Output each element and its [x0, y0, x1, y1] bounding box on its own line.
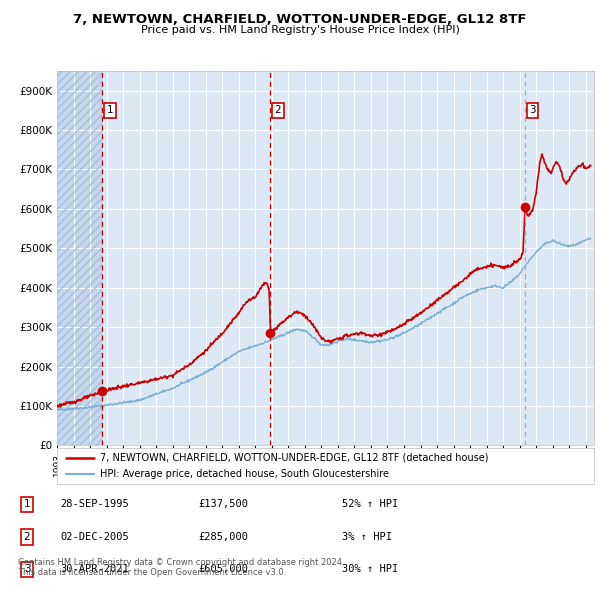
Text: 7, NEWTOWN, CHARFIELD, WOTTON-UNDER-EDGE, GL12 8TF: 7, NEWTOWN, CHARFIELD, WOTTON-UNDER-EDGE…	[73, 13, 527, 26]
Text: 1: 1	[23, 500, 31, 509]
Text: 2: 2	[23, 532, 31, 542]
Text: Price paid vs. HM Land Registry's House Price Index (HPI): Price paid vs. HM Land Registry's House …	[140, 25, 460, 35]
Text: HPI: Average price, detached house, South Gloucestershire: HPI: Average price, detached house, Sout…	[100, 469, 389, 479]
Text: 52% ↑ HPI: 52% ↑ HPI	[342, 500, 398, 509]
Text: 1: 1	[107, 105, 113, 115]
Text: £137,500: £137,500	[198, 500, 248, 509]
Text: £605,000: £605,000	[198, 565, 248, 574]
Text: Contains HM Land Registry data © Crown copyright and database right 2024.
This d: Contains HM Land Registry data © Crown c…	[18, 558, 344, 577]
Text: £285,000: £285,000	[198, 532, 248, 542]
Text: 02-DEC-2005: 02-DEC-2005	[60, 532, 129, 542]
Bar	[57, 71, 103, 445]
Text: 3: 3	[529, 105, 536, 115]
Text: 30-APR-2021: 30-APR-2021	[60, 565, 129, 574]
Text: 2: 2	[275, 105, 281, 115]
Text: 28-SEP-1995: 28-SEP-1995	[60, 500, 129, 509]
Text: 3% ↑ HPI: 3% ↑ HPI	[342, 532, 392, 542]
Bar	[57, 71, 103, 445]
Text: 3: 3	[23, 565, 31, 574]
Text: 7, NEWTOWN, CHARFIELD, WOTTON-UNDER-EDGE, GL12 8TF (detached house): 7, NEWTOWN, CHARFIELD, WOTTON-UNDER-EDGE…	[100, 453, 488, 463]
Text: 30% ↑ HPI: 30% ↑ HPI	[342, 565, 398, 574]
